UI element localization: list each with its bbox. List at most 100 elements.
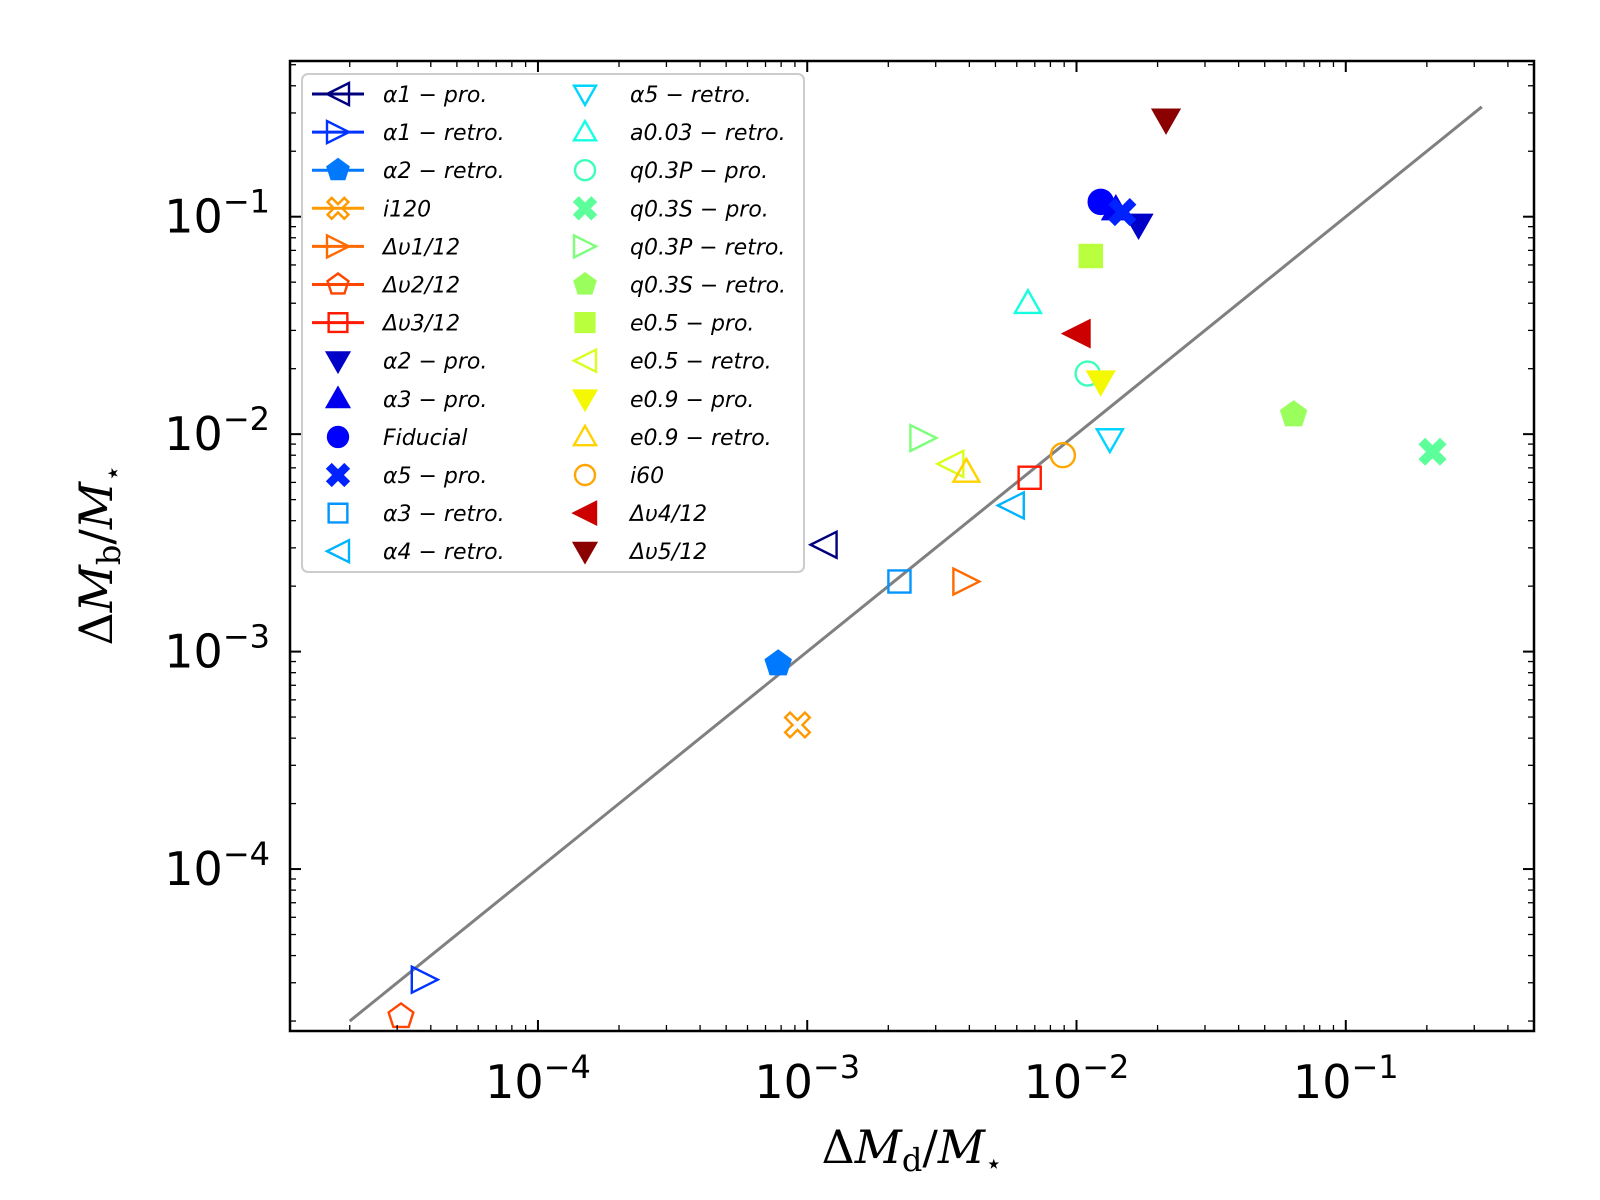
data-point-4 [783,710,812,739]
legend-label: e0.9 − retro. [630,426,772,451]
legend-label: q0.3P − retro. [630,235,785,260]
legend-marker [573,463,597,487]
legend-entry: Δυ5/12 [571,540,707,565]
legend-entry: Δυ4/12 [571,500,707,527]
legend-entry: i120 [312,196,431,222]
x-tick-label: 10−3 [754,1048,860,1109]
legend-label: Δυ4/12 [628,502,707,527]
legend-label: e0.9 − pro. [630,388,754,413]
legend-marker [327,502,349,524]
data-point-13 [995,490,1025,521]
legend-label: α5 − retro. [630,83,752,108]
legend-label: q0.3S − pro. [630,197,769,222]
legend-entry: α3 − pro. [324,385,487,413]
legend-marker [326,425,350,449]
legend-marker [573,158,597,182]
data-point-17 [1418,437,1447,466]
legend-marker [571,500,598,527]
legend-label: α4 − retro. [383,540,505,565]
data-point-12 [887,569,912,594]
data-point-18 [909,423,940,453]
legend-entry: α4 − retro. [324,538,505,565]
data-point-14 [1094,428,1125,455]
data-point-11 [1108,198,1137,227]
legend-marker [324,81,351,107]
legend-marker [326,272,350,295]
y-tick-label: 10−3 [164,618,270,679]
legend-entry: α1 − pro. [312,81,487,108]
legend-marker [571,389,599,413]
legend-label: Δυ5/12 [628,540,707,565]
legend-entry: e0.9 − retro. [571,423,772,451]
legend-entry: i60 [573,463,664,489]
legend-marker [324,385,352,409]
data-point-6 [387,1001,415,1029]
legend-box [301,73,805,573]
data-point-23 [951,456,982,483]
data-point-7 [1017,465,1042,491]
x-axis-label: ΔMd/M⋆ [822,1120,1003,1180]
legend-marker [571,118,599,142]
legend-marker [325,462,351,488]
legend-entry: q0.3P − pro. [573,158,768,184]
legend-label: α3 − pro. [383,388,487,413]
legend-marker [572,196,598,221]
legend-marker [325,196,351,221]
legend-entry: Δυ2/12 [312,272,460,299]
legend-entry: q0.3S − retro. [573,272,786,299]
legend-entry: α2 − pro. [324,350,487,375]
legend-entry: q0.3S − pro. [572,196,769,222]
legend-label: q0.3P − pro. [630,159,768,184]
legend-label: e0.5 − retro. [630,350,772,375]
legend-marker [573,272,597,295]
legend-marker [326,157,350,181]
legend-label: α3 − retro. [383,502,505,527]
data-point-19 [1279,400,1308,427]
legend-marker [572,233,599,260]
legend-label: Δυ1/12 [381,235,460,260]
legend-label: i60 [630,464,664,489]
legend-marker [324,351,352,375]
legend-entry: e0.5 − pro. [574,312,754,337]
legend-entry: Δυ3/12 [312,312,460,337]
legend-entry: e0.9 − pro. [571,388,754,413]
legend-label: e0.5 − pro. [630,312,754,337]
legend-label: α2 − pro. [383,350,487,375]
x-tick-label: 10−1 [1293,1048,1399,1109]
legend-entry: Δυ1/12 [312,233,460,260]
legend-marker [574,312,596,334]
legend-marker [571,84,599,108]
legend-label: Δυ3/12 [381,312,460,337]
legend-entry: α2 − retro. [312,157,505,184]
y-axis-label: ΔMb/M⋆ [69,465,129,646]
data-point-25 [1060,318,1091,349]
legend-label: Fiducial [383,426,467,451]
data-point-24 [1049,442,1077,469]
data-point-22 [1085,370,1116,397]
data-point-10 [1087,188,1114,216]
legend-entry: α3 − retro. [327,502,505,527]
legend-entry: α5 − retro. [571,83,752,108]
legend-marker [324,538,351,565]
axis-ticks: 10−4 10−3 10−2 10−1 10−4 10−3 10−2 10−1 [164,61,1535,1109]
legend-marker [571,541,599,565]
data-point-1 [807,529,838,560]
plot-content [348,105,1483,1029]
legend-entry: a0.03 − retro. [571,118,786,146]
data-point-3 [764,649,792,676]
x-tick-label: 10−2 [1024,1048,1130,1109]
data-point-2 [410,964,441,995]
plot-frame [288,59,1536,1033]
legend-marker [327,312,349,334]
legend-label: α1 − retro. [383,121,505,146]
data-point-20 [1078,243,1104,269]
legend-marker [325,233,352,260]
legend: α1 − pro. α1 − retro. α2 − retro. i120 Δυ1/1… [301,73,805,573]
x-tick-label: 10−4 [485,1048,591,1109]
one-to-one-line [348,105,1483,1023]
legend-marker [571,423,599,447]
legend-label: q0.3S − retro. [630,274,786,299]
data-point-15 [1012,287,1043,315]
y-tick-label: 10−4 [164,835,270,896]
